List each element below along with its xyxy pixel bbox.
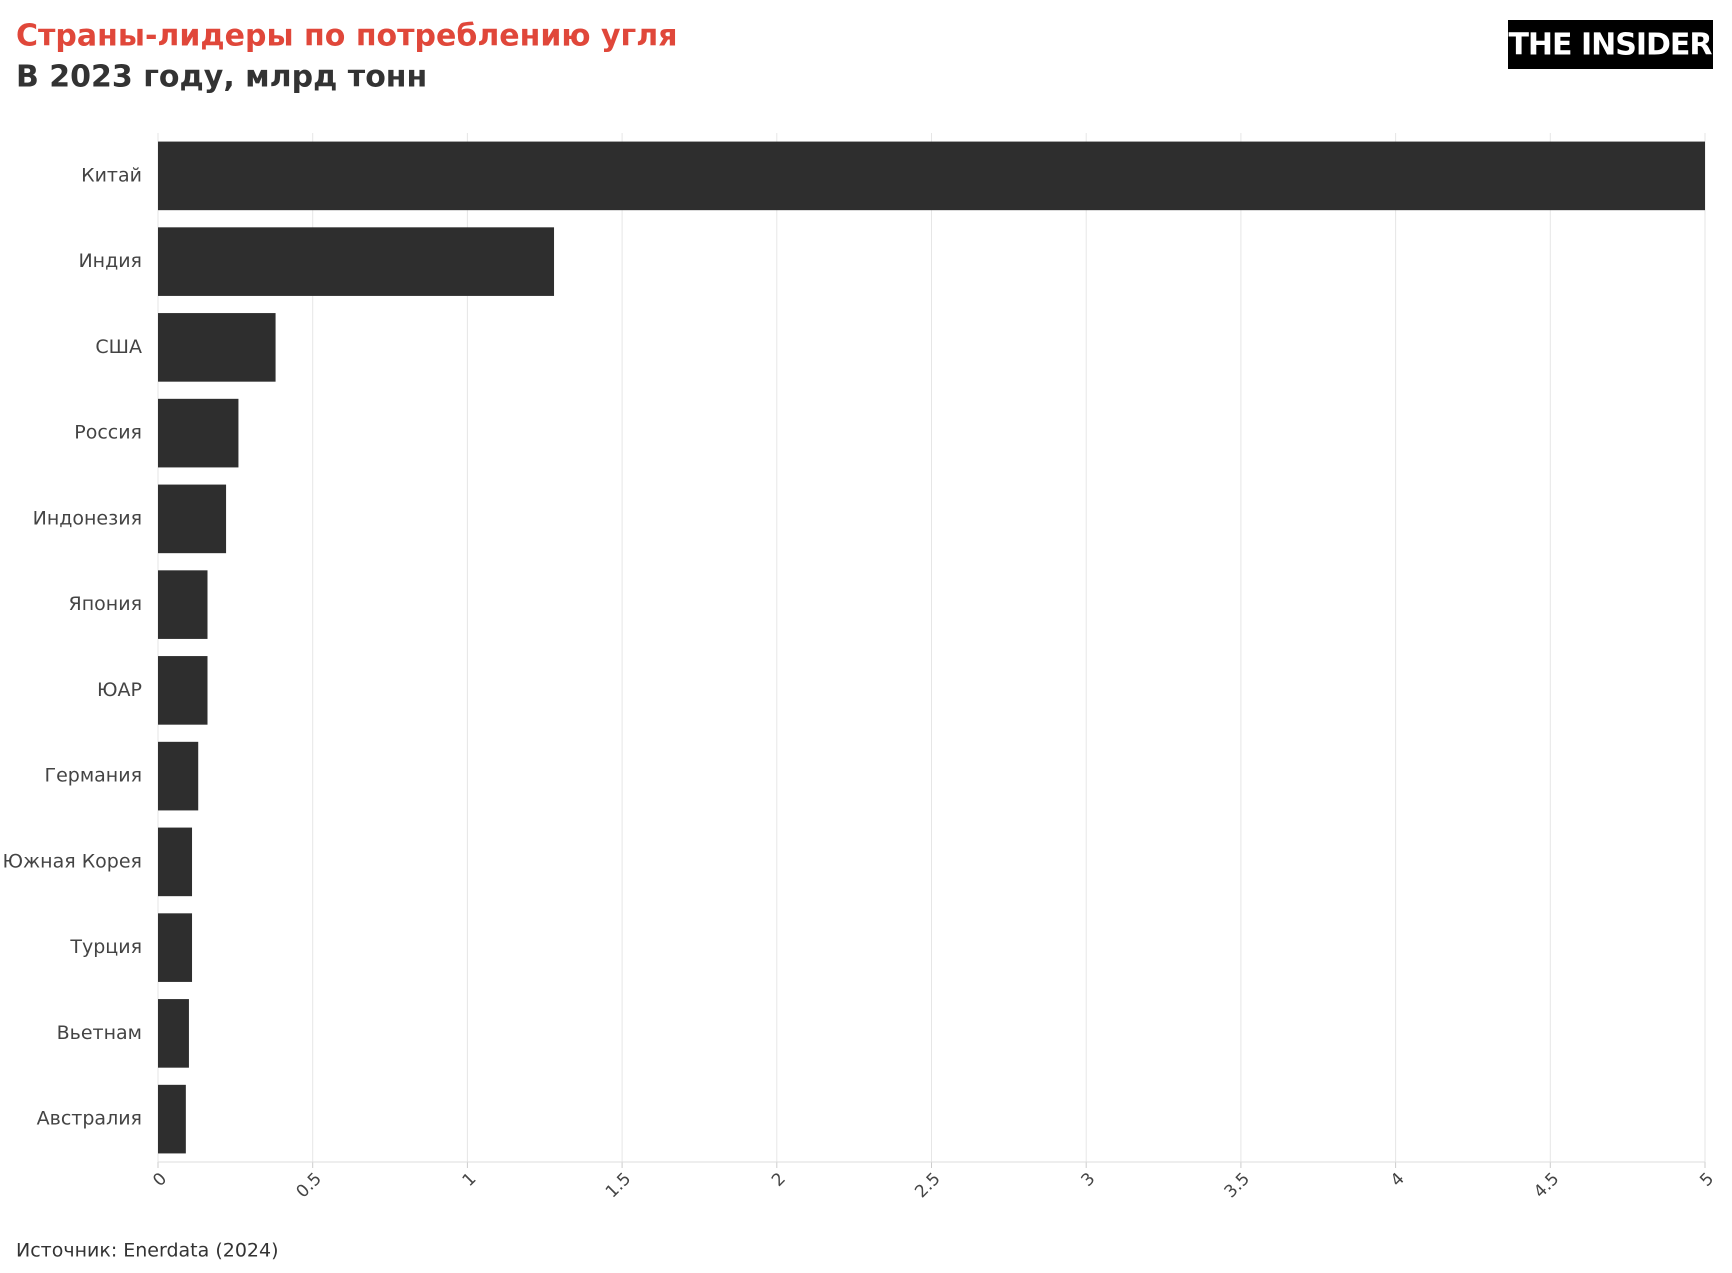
x-tick-label: 5 xyxy=(1696,1169,1718,1191)
y-tick-label: Вьетнам xyxy=(57,1022,142,1044)
y-tick-label: Япония xyxy=(69,593,142,615)
bar xyxy=(158,570,208,639)
x-tick-label: 2 xyxy=(768,1169,790,1191)
bar xyxy=(158,913,193,982)
bar xyxy=(158,398,239,468)
y-tick-label: США xyxy=(95,336,142,358)
x-tick-label: 1.5 xyxy=(602,1169,635,1202)
bar xyxy=(158,484,227,554)
y-tick-label: ЮАР xyxy=(97,679,142,701)
bar xyxy=(158,999,189,1068)
chart-subtitle: В 2023 году, млрд тонн xyxy=(16,60,427,95)
x-tick-label: 3 xyxy=(1077,1169,1099,1191)
y-tick-label: Россия xyxy=(74,422,142,444)
source: Источник: Enerdata (2024) xyxy=(16,1240,279,1262)
x-tick-label: 3.5 xyxy=(1221,1169,1254,1202)
x-tick-label: 1 xyxy=(459,1169,481,1191)
logo-box xyxy=(1508,20,1713,69)
x-tick-label: 2.5 xyxy=(911,1169,944,1202)
chart-title: Страны-лидеры по потреблению угля xyxy=(16,19,677,54)
bar xyxy=(158,313,276,382)
x-tick-label: 0.5 xyxy=(293,1169,326,1202)
bar xyxy=(158,827,193,897)
x-tick-label: 0 xyxy=(149,1169,171,1191)
y-tick-label: Германия xyxy=(44,765,142,787)
bar xyxy=(158,141,1705,211)
bar xyxy=(158,1084,186,1154)
y-tick-label: Индонезия xyxy=(33,507,142,529)
y-tick-label: Китай xyxy=(81,164,142,186)
bar xyxy=(158,741,199,811)
y-tick-label: Австралия xyxy=(37,1108,142,1130)
bar xyxy=(158,227,555,296)
y-tick-label: Южная Корея xyxy=(3,850,142,872)
logo: THE INSIDER xyxy=(1508,28,1712,63)
y-tick-label: Турция xyxy=(69,936,142,958)
y-tick-label: Индия xyxy=(78,250,142,272)
x-tick-label: 4.5 xyxy=(1530,1169,1563,1202)
x-tick-label: 4 xyxy=(1387,1169,1409,1191)
bar xyxy=(158,656,208,725)
